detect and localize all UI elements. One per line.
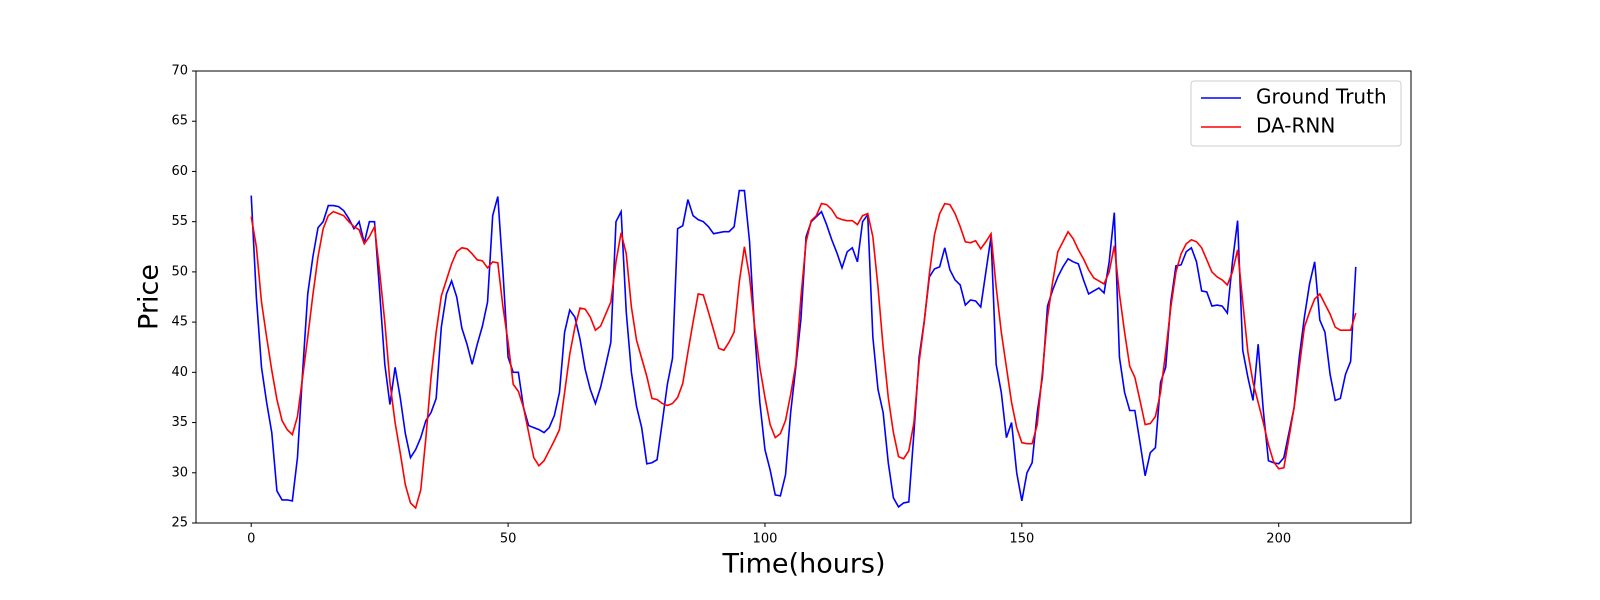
legend-label: DA-RNN [1256, 114, 1335, 138]
legend-box [1190, 80, 1402, 147]
x-axis-label: Time(hours) [721, 549, 885, 580]
y-tick-label: 50 [171, 264, 188, 279]
y-tick-label: 60 [171, 164, 188, 179]
y-tick-label: 55 [171, 214, 188, 229]
line [250, 202, 1357, 510]
x-tick-label: 200 [1266, 532, 1291, 547]
y-tick-label: 35 [171, 415, 188, 430]
y-tick-label: 65 [171, 114, 188, 129]
y-tick-label: 70 [171, 64, 188, 79]
y-tick-label: 40 [171, 365, 188, 380]
y-tick-label: 25 [171, 516, 188, 531]
x-tick-label: 0 [247, 532, 255, 547]
y-tick-label: 45 [171, 315, 188, 330]
y-tick-label: 30 [171, 465, 188, 480]
y-axis-label: Price [134, 264, 165, 330]
x-tick-label: 100 [753, 532, 778, 547]
x-tick-label: 50 [500, 532, 517, 547]
x-tick-label: 150 [1009, 532, 1034, 547]
legend-label: Ground Truth [1256, 85, 1387, 109]
plot-frame [195, 70, 1412, 524]
